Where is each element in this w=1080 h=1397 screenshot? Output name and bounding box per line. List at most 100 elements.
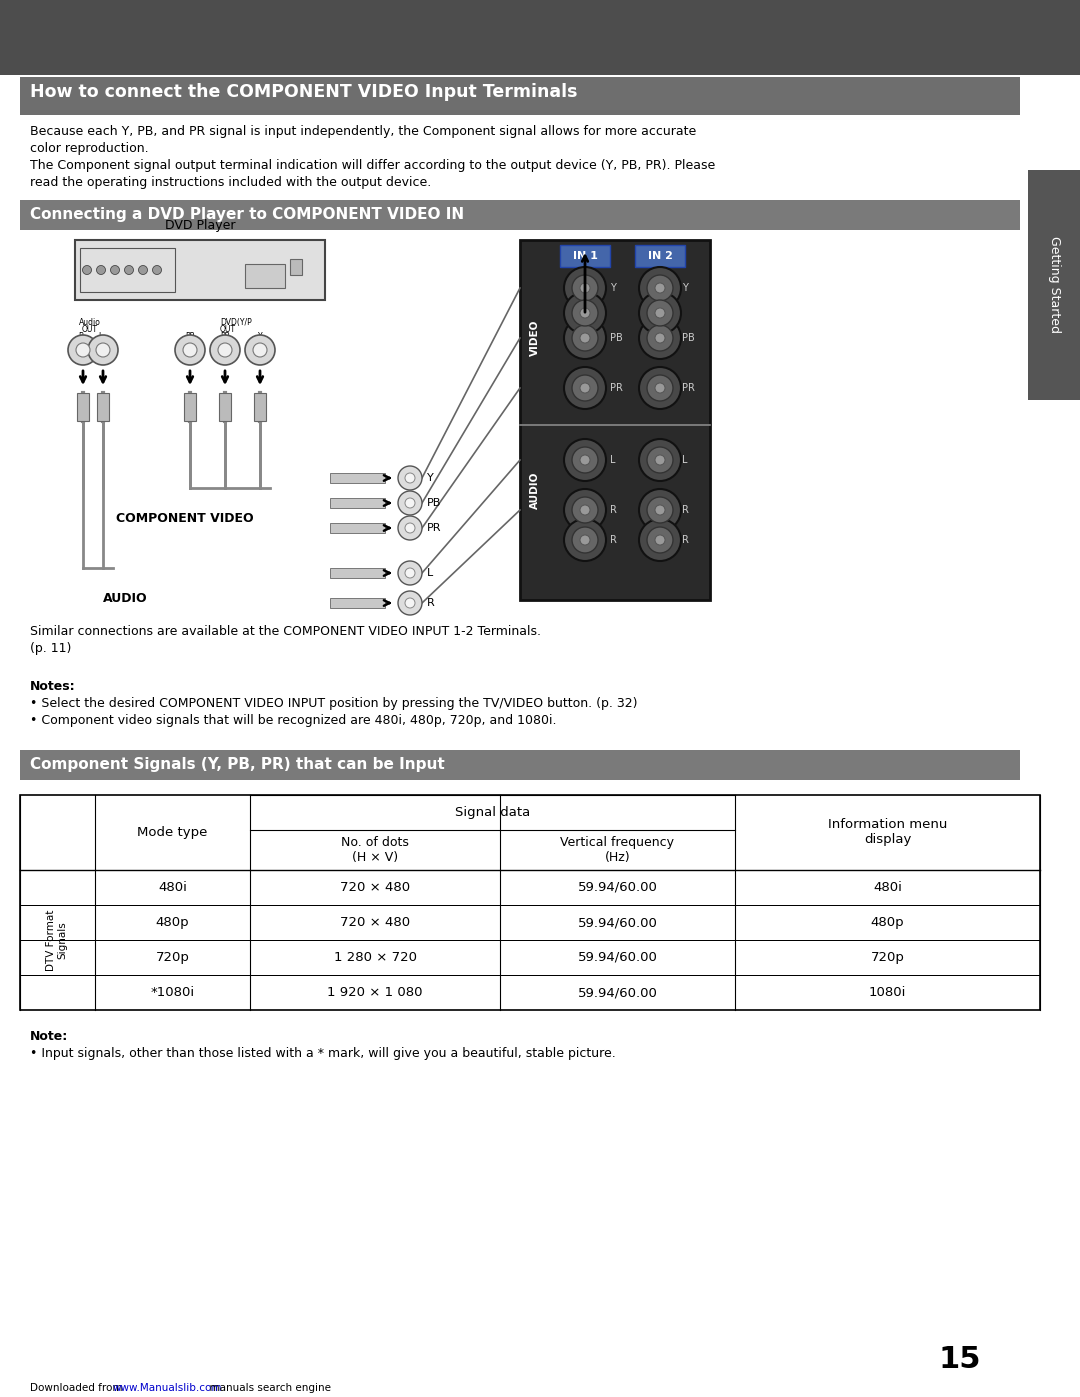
Bar [21, 77, 1020, 115]
Circle shape [124, 265, 134, 274]
Circle shape [572, 447, 598, 474]
Text: PR: PR [610, 383, 623, 393]
Text: L: L [610, 455, 616, 465]
Text: Getting Started: Getting Started [1048, 236, 1061, 334]
Circle shape [572, 374, 598, 401]
Bar [21, 795, 1040, 1010]
Bar [80, 249, 175, 292]
Circle shape [647, 326, 673, 351]
Circle shape [218, 344, 232, 358]
Text: R: R [610, 535, 617, 545]
Text: 1080i: 1080i [868, 986, 906, 999]
Bar [254, 393, 266, 420]
Bar [219, 393, 231, 420]
Circle shape [564, 520, 606, 562]
Circle shape [639, 292, 681, 334]
Text: Downloaded from: Downloaded from [30, 1383, 125, 1393]
Circle shape [654, 307, 665, 319]
Circle shape [399, 515, 422, 541]
Text: 1 280 × 720: 1 280 × 720 [334, 951, 417, 964]
Circle shape [110, 265, 120, 274]
Text: Information menu
display: Information menu display [827, 819, 947, 847]
Text: Vertical frequency
(Hz): Vertical frequency (Hz) [561, 835, 675, 863]
Bar [21, 200, 1020, 231]
Bar [184, 393, 195, 420]
Bar [77, 393, 89, 420]
Circle shape [245, 335, 275, 365]
Circle shape [405, 598, 415, 608]
Text: Signal data: Signal data [455, 806, 530, 819]
Circle shape [654, 504, 665, 515]
Text: (p. 11): (p. 11) [30, 643, 71, 655]
Text: 480i: 480i [873, 882, 902, 894]
Circle shape [639, 367, 681, 409]
Bar [75, 240, 325, 300]
Bar [21, 750, 1020, 780]
Text: Y: Y [427, 474, 434, 483]
Text: How to connect the COMPONENT VIDEO Input Terminals: How to connect the COMPONENT VIDEO Input… [30, 82, 578, 101]
Circle shape [654, 332, 665, 344]
Text: R: R [681, 535, 689, 545]
Circle shape [399, 467, 422, 490]
Circle shape [152, 265, 162, 274]
Text: Y: Y [610, 284, 616, 293]
Circle shape [639, 520, 681, 562]
Bar [97, 393, 109, 420]
Text: PB: PB [220, 332, 230, 341]
Bar [330, 497, 384, 509]
Circle shape [572, 275, 598, 300]
Text: *1080i: *1080i [150, 986, 194, 999]
Text: read the operating instructions included with the output device.: read the operating instructions included… [30, 176, 431, 189]
Circle shape [580, 284, 590, 293]
Circle shape [639, 267, 681, 309]
Text: OUT: OUT [220, 326, 237, 334]
Circle shape [253, 344, 267, 358]
Circle shape [399, 562, 422, 585]
Text: 1 920 × 1 080: 1 920 × 1 080 [327, 986, 422, 999]
Text: AUDIO: AUDIO [530, 471, 540, 509]
Text: Y: Y [681, 284, 688, 293]
Text: COMPONENT VIDEO: COMPONENT VIDEO [117, 511, 254, 524]
Text: • Component video signals that will be recognized are 480i, 480p, 720p, and 1080: • Component video signals that will be r… [30, 714, 556, 726]
Bar [635, 244, 685, 267]
Circle shape [564, 317, 606, 359]
Text: R: R [79, 332, 83, 341]
Bar [245, 264, 285, 288]
Text: manuals search engine: manuals search engine [203, 1383, 330, 1393]
Circle shape [405, 497, 415, 509]
Text: L: L [427, 569, 433, 578]
Text: 59.94/60.00: 59.94/60.00 [578, 986, 658, 999]
Circle shape [82, 265, 92, 274]
Text: PR: PR [185, 332, 195, 341]
Circle shape [399, 490, 422, 515]
Text: IN 2: IN 2 [648, 251, 673, 261]
Circle shape [654, 284, 665, 293]
Text: L: L [98, 332, 103, 341]
Circle shape [564, 489, 606, 531]
Bar [291, 258, 302, 275]
Text: Because each Y, PB, and PR signal is input independently, the Component signal a: Because each Y, PB, and PR signal is inp… [30, 124, 697, 138]
Text: 15: 15 [939, 1345, 982, 1375]
Text: Note:: Note: [30, 1030, 68, 1044]
Circle shape [647, 300, 673, 326]
Text: Connecting a DVD Player to COMPONENT VIDEO IN: Connecting a DVD Player to COMPONENT VID… [30, 208, 464, 222]
Circle shape [639, 439, 681, 481]
Text: PR: PR [681, 383, 694, 393]
Text: Mode type: Mode type [137, 826, 207, 840]
Bar [330, 598, 384, 608]
Text: www.Manualslib.com: www.Manualslib.com [113, 1383, 222, 1393]
Circle shape [96, 344, 110, 358]
Circle shape [210, 335, 240, 365]
Circle shape [639, 489, 681, 531]
Circle shape [580, 455, 590, 465]
Text: AUDIO: AUDIO [103, 591, 147, 605]
Circle shape [572, 326, 598, 351]
Bar [330, 522, 384, 534]
Text: The Component signal output terminal indication will differ according to the out: The Component signal output terminal ind… [30, 159, 715, 172]
Bar [519, 240, 710, 599]
Text: R: R [610, 504, 617, 515]
Text: DTV Format
Signals: DTV Format Signals [46, 909, 68, 971]
Circle shape [572, 300, 598, 326]
Bar [1028, 170, 1080, 400]
Text: PB: PB [681, 332, 694, 344]
